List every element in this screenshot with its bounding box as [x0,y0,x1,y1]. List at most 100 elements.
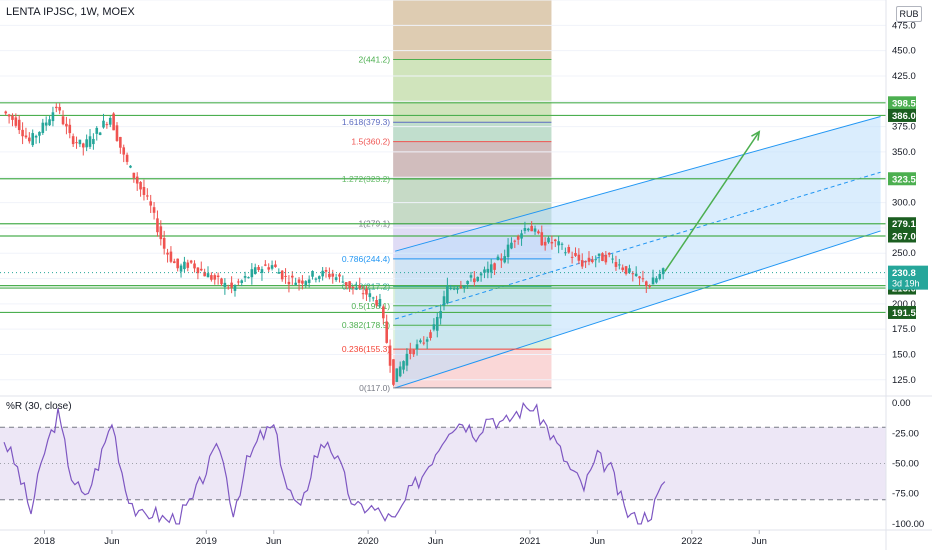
candle-body [31,133,35,146]
candle-body [11,115,14,120]
candle-body [304,281,308,285]
candle-body [287,281,291,285]
candle-body [115,125,119,141]
wr-axis-tick: -100.00 [892,519,924,530]
candle-body [264,264,267,266]
fib-zone [393,141,552,180]
candle-body [122,147,126,155]
candle-body [55,106,58,109]
price-axis-tick: 150.0 [892,349,916,360]
candle-body [429,332,432,339]
candle-body [280,270,284,280]
candle-body [395,368,399,382]
candle-body [351,286,355,289]
candle-body [173,261,176,264]
price-axis-tick: 125.0 [892,375,916,386]
fib-label: 0.5(198.1) [351,301,390,311]
candle-body [456,288,459,290]
date-axis-tick: 2019 [196,536,217,547]
candle-body [230,282,233,288]
candle-body [135,176,139,184]
channel-fill [395,116,881,388]
wr-axis-tick: 0.00 [892,398,911,409]
candle-body [597,253,601,256]
candle-body [183,261,186,270]
candle-body [476,276,480,282]
candle-body [223,282,227,288]
price-axis-tick: 200.0 [892,299,916,310]
price-level-label-text: 323.5 [892,174,916,185]
candle-body [125,154,129,162]
candle-body [547,237,550,243]
date-axis-tick: Jun [428,536,443,547]
candle-body [186,262,190,268]
candle-body [618,264,621,266]
candle-body [584,261,587,263]
candle-body [580,260,584,267]
candle-body [334,277,338,280]
candle-body [473,278,476,283]
candle-body [68,124,72,134]
candle-body [415,344,419,350]
candle-body [284,275,287,277]
candle-body [513,240,517,242]
price-level-label-text: 398.5 [892,98,916,109]
candle-body [21,129,24,137]
candle-body [486,268,490,273]
channel-lower-line [394,230,881,389]
indicator-title: %R (30, close) [6,401,72,412]
candle-body [28,137,31,142]
candle-body [412,349,415,355]
candle-body [24,135,28,138]
candle-body [601,253,604,262]
candle-body [564,252,567,254]
price-axis-tick: 375.0 [892,122,916,133]
candle-body [375,299,378,306]
candle-body [78,139,82,145]
candle-body [102,120,105,128]
candle-body [85,139,88,148]
candle-body [307,279,311,284]
price-level-label [888,172,916,186]
price-axis-tick: 425.0 [892,71,916,82]
candle-body [81,143,85,148]
candle-body [365,288,368,295]
candle-body [51,112,55,122]
current-price-label [888,265,928,290]
candle-body [213,275,217,280]
candle-body [466,280,469,285]
candle-body [132,172,136,178]
candle-body [388,345,392,366]
candle-body [294,282,297,285]
candle-body [257,266,260,270]
candle-body [317,276,321,279]
currency-button[interactable]: RUB [896,6,922,22]
price-level-label-text: 279.1 [892,219,916,230]
fib-label: 1.618(379.3) [342,117,390,127]
candle-body [604,254,608,263]
candle-body [408,349,412,354]
candle-body [493,263,496,270]
date-axis-tick: Jun [266,536,281,547]
candle-body [119,136,122,148]
price-level-label-text: 386.0 [892,111,916,122]
candle-body [442,296,446,306]
candle-body [661,268,665,275]
candle-body [166,252,169,255]
candle-body [489,264,493,273]
candle-body [297,279,301,283]
candle-body [314,278,318,280]
candle-body [105,124,109,126]
candle-body [331,273,335,277]
fib-zone [393,59,552,123]
candle-body [378,299,382,307]
candle-body [611,258,614,260]
candle-body [607,252,611,255]
candle-body [432,324,436,330]
candle-body [419,340,422,343]
candle-body [88,136,92,147]
candle-body [267,267,270,270]
countdown-text: 3d 19h [892,279,920,289]
channel-upper-line [394,115,881,252]
